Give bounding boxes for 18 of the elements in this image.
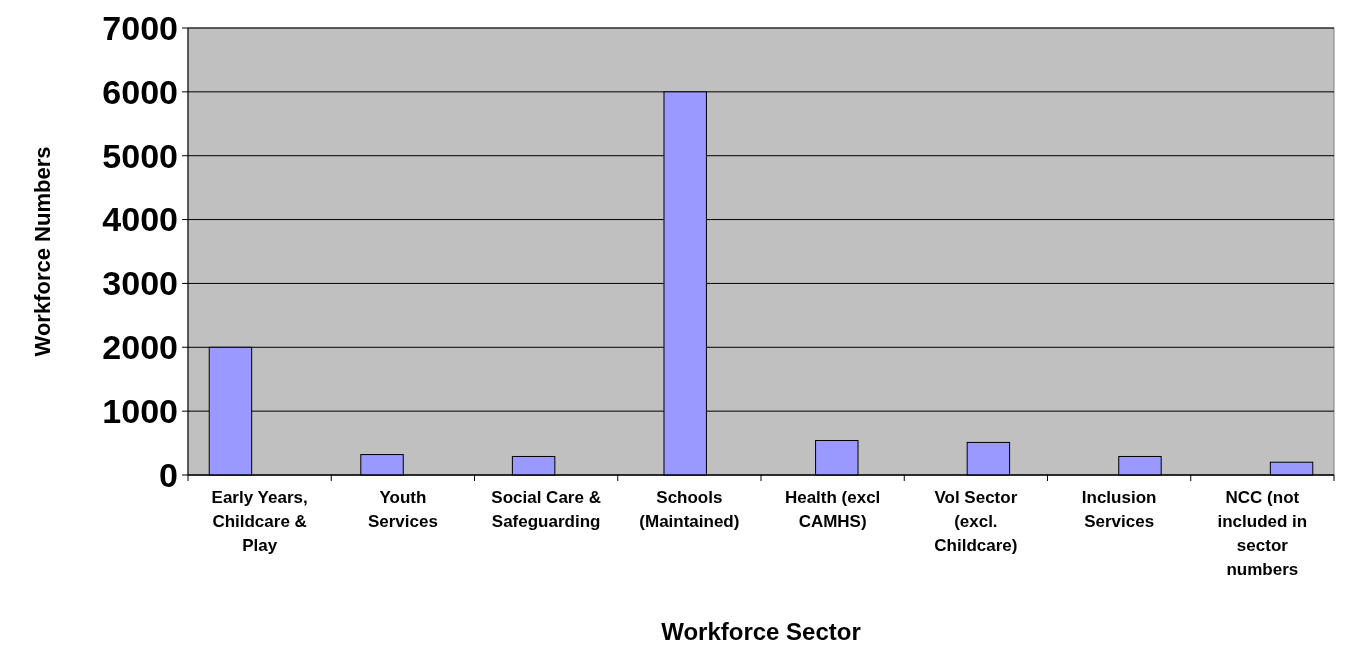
y-tick-label: 7000 bbox=[102, 8, 178, 47]
y-tick-label: 3000 bbox=[102, 264, 178, 303]
x-tick-label: Social Care & Safeguarding bbox=[491, 488, 601, 531]
x-tick-label: Schools (Maintained) bbox=[639, 488, 740, 531]
y-tick-label: 2000 bbox=[102, 328, 178, 367]
x-tick-label: Youth Services bbox=[367, 488, 438, 531]
x-tick-label: NCC (not included in sector numbers bbox=[1217, 488, 1308, 579]
y-tick-label: 5000 bbox=[102, 136, 178, 175]
y-tick-label: 1000 bbox=[102, 392, 178, 431]
x-tick-label: Early Years, Childcare & Play bbox=[211, 488, 308, 555]
x-tick-label: Inclusion Services bbox=[1081, 488, 1157, 531]
y-tick-label: 0 bbox=[159, 455, 178, 494]
y-axis-title: Workforce Numbers bbox=[30, 146, 55, 357]
x-axis-title: Workforce Sector bbox=[661, 618, 861, 645]
x-tick-label: Vol Sector (excl. Childcare) bbox=[934, 488, 1018, 555]
y-tick-label: 4000 bbox=[102, 200, 178, 239]
x-tick-label: Health (excl CAMHS) bbox=[784, 488, 881, 531]
y-tick-label: 6000 bbox=[102, 72, 178, 111]
